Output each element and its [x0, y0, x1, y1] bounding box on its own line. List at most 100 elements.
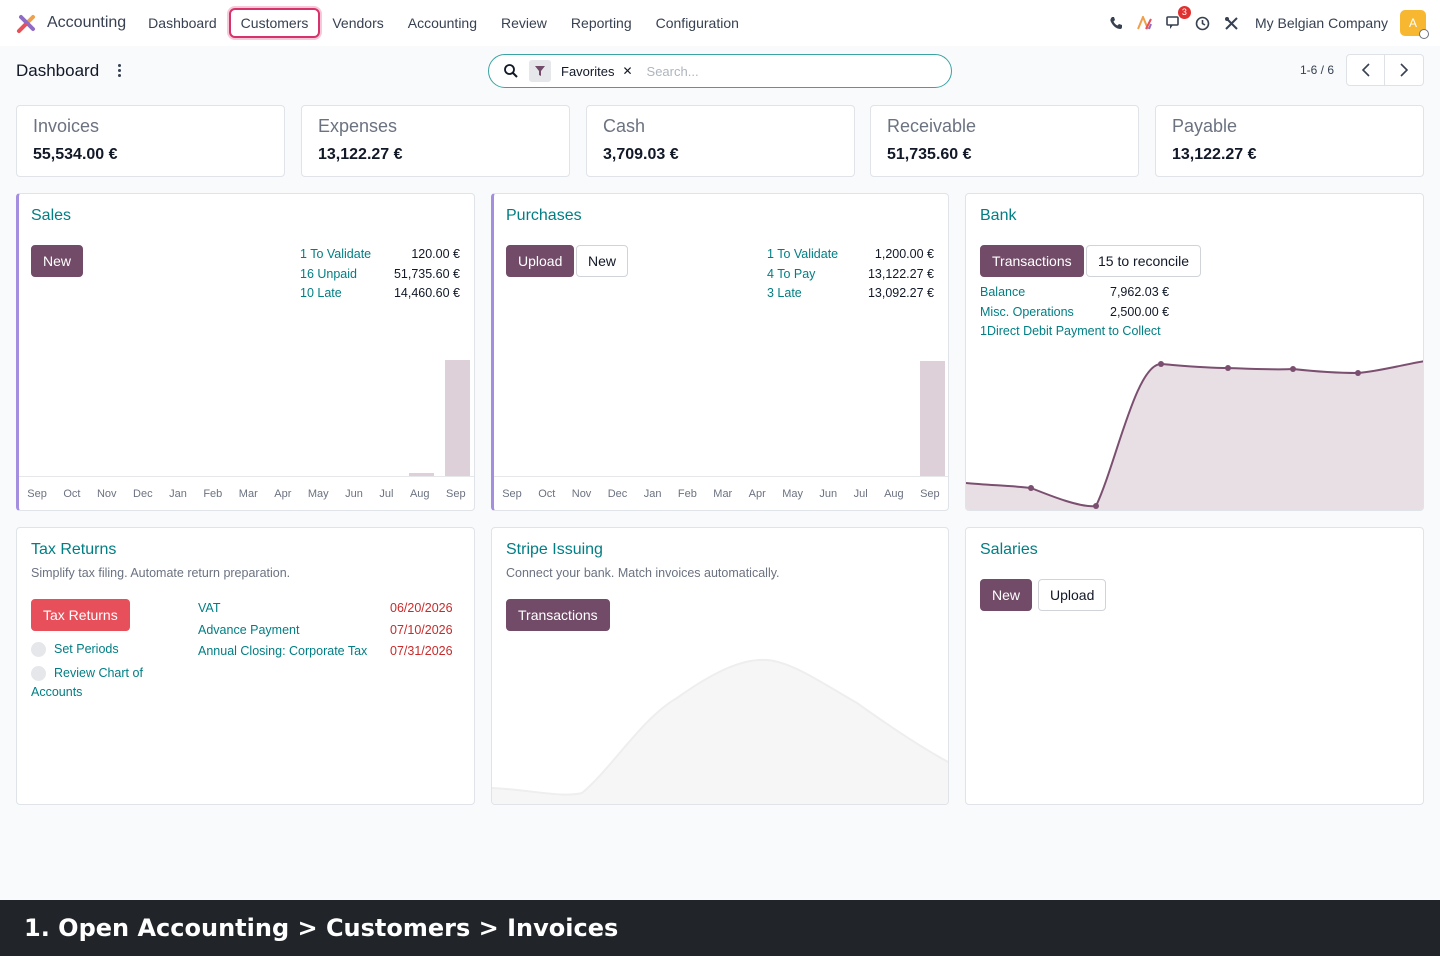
clock-icon[interactable]	[1192, 12, 1214, 34]
set-periods-link[interactable]: Set Periods	[54, 642, 119, 656]
bank-direct-debit-link[interactable]: 1Direct Debit Payment to Collect	[980, 324, 1161, 338]
bank-chart-point[interactable]	[1158, 361, 1164, 367]
purchases-to-pay-link[interactable]: 4 To Pay	[767, 267, 816, 281]
kpi-receivable[interactable]: Receivable 51,735.60 €	[870, 105, 1139, 177]
month-label: Dec	[607, 488, 628, 500]
bank-stat-row: Balance 7,962.03 €	[980, 285, 1169, 299]
salaries-upload-button[interactable]: Upload	[1038, 579, 1107, 611]
menu-accounting[interactable]: Accounting	[407, 15, 478, 31]
sales-to-validate-value: 120.00 €	[411, 247, 460, 261]
bank-chart-point[interactable]	[1355, 370, 1361, 376]
bank-misc-link[interactable]: Misc. Operations	[980, 305, 1074, 319]
month-label: Sep	[920, 488, 940, 500]
purchases-new-button[interactable]: New	[576, 245, 629, 277]
tax-returns-card: Tax Returns Simplify tax filing. Automat…	[16, 527, 475, 805]
kpi-invoices[interactable]: Invoices 55,534.00 €	[16, 105, 285, 177]
purchases-journal-card: Purchases Upload New 1 To Validate 1,200…	[491, 193, 949, 511]
menu-customers[interactable]: Customers	[228, 8, 321, 38]
month-label: Nov	[571, 488, 592, 500]
menu-review[interactable]: Review	[501, 15, 547, 31]
chevron-right-icon	[1400, 63, 1409, 77]
pager-value[interactable]: 1-6 / 6	[1300, 63, 1335, 77]
month-label: Nov	[96, 488, 117, 500]
stripe-subtitle: Connect your bank. Match invoices automa…	[506, 566, 780, 580]
bank-title[interactable]: Bank	[980, 207, 1017, 224]
control-panel: Dashboard Favorites ✕ 1-6 / 6	[0, 46, 1440, 94]
bank-chart-line	[966, 360, 1423, 508]
facet-remove-icon[interactable]: ✕	[622, 64, 633, 78]
search-icon[interactable]	[503, 63, 519, 79]
tax-item-vat[interactable]: VAT	[198, 601, 221, 615]
sales-to-validate-link[interactable]: 1 To Validate	[300, 247, 372, 261]
salaries-new-button[interactable]: New	[980, 579, 1033, 611]
salaries-card: Salaries New Upload	[965, 527, 1424, 805]
search-input[interactable]	[646, 63, 927, 79]
purchases-chart-bar[interactable]	[920, 361, 945, 476]
menu-vendors[interactable]: Vendors	[332, 15, 384, 31]
menu-configuration[interactable]: Configuration	[655, 15, 739, 31]
month-label: Jul	[379, 488, 394, 500]
menu-dashboard[interactable]: Dashboard	[148, 15, 217, 31]
tools-icon[interactable]	[1221, 12, 1243, 34]
stripe-transactions-button[interactable]: Transactions	[506, 599, 610, 631]
pager-previous-button[interactable]	[1346, 54, 1385, 86]
app-brand[interactable]: Accounting	[16, 12, 126, 34]
ai-assistant-icon[interactable]	[1134, 12, 1156, 34]
month-label: May	[782, 488, 803, 500]
search-bar[interactable]: Favorites ✕	[488, 54, 952, 88]
purchases-late-link[interactable]: 3 Late	[767, 286, 802, 300]
purchases-stat-row: 1 To Validate 1,200.00 €	[767, 247, 934, 261]
sales-title[interactable]: Sales	[31, 207, 72, 224]
purchases-to-validate-link[interactable]: 1 To Validate	[767, 247, 839, 261]
tax-item-advance[interactable]: Advance Payment	[198, 623, 300, 637]
kpi-value: 55,534.00 €	[33, 146, 118, 163]
messages-icon[interactable]: 3	[1163, 6, 1191, 34]
stripe-title[interactable]: Stripe Issuing	[506, 541, 603, 558]
sales-chart-bar[interactable]	[445, 360, 470, 476]
bank-chart-point[interactable]	[1028, 485, 1034, 491]
kpi-payable[interactable]: Payable 13,122.27 €	[1155, 105, 1424, 177]
purchases-upload-button[interactable]: Upload	[506, 245, 575, 277]
kpi-label: Cash	[603, 116, 646, 136]
user-avatar[interactable]: A	[1400, 10, 1429, 39]
bank-misc-value: 2,500.00 €	[1110, 305, 1170, 319]
sales-unpaid-link[interactable]: 16 Unpaid	[300, 267, 357, 281]
bank-chart-point[interactable]	[1290, 366, 1296, 372]
tax-subtitle: Simplify tax filing. Automate return pre…	[31, 566, 291, 580]
kebab-menu-icon[interactable]	[112, 60, 126, 80]
filter-icon	[529, 60, 551, 82]
purchases-stat-row: 4 To Pay 13,122.27 €	[767, 267, 934, 281]
review-chart-link-cont[interactable]: Accounts	[31, 685, 83, 699]
sales-late-link[interactable]: 10 Late	[300, 286, 342, 300]
bank-reconcile-button[interactable]: 15 to reconcile	[1086, 245, 1202, 277]
pager-next-button[interactable]	[1385, 54, 1424, 86]
bank-transactions-button[interactable]: Transactions	[980, 245, 1084, 277]
tax-date: 06/20/2026	[390, 601, 453, 615]
review-chart-link[interactable]: Review Chart of	[54, 666, 143, 680]
bank-chart-point[interactable]	[1225, 365, 1231, 371]
stripe-chart-line	[492, 658, 948, 796]
menu-reporting[interactable]: Reporting	[570, 15, 632, 31]
company-switcher[interactable]: My Belgian Company	[1254, 15, 1388, 31]
kpi-label: Receivable	[887, 116, 977, 136]
salaries-title[interactable]: Salaries	[980, 541, 1038, 558]
month-label: May	[307, 488, 329, 500]
sales-chart-bar[interactable]	[409, 473, 434, 476]
tax-item-annual[interactable]: Annual Closing: Corporate Tax	[198, 644, 368, 658]
purchases-title[interactable]: Purchases	[506, 207, 582, 224]
tax-returns-button[interactable]: Tax Returns	[31, 599, 130, 631]
phone-icon[interactable]	[1105, 12, 1127, 34]
bank-chart-point[interactable]	[1093, 503, 1099, 509]
sales-new-button[interactable]: New	[31, 245, 84, 277]
kpi-label: Invoices	[33, 116, 100, 136]
accounting-app-icon	[17, 15, 35, 33]
month-label: Jan	[169, 488, 187, 500]
purchases-to-validate-value: 1,200.00 €	[874, 247, 934, 261]
bank-balance-link[interactable]: Balance	[980, 285, 1026, 299]
kpi-expenses[interactable]: Expenses 13,122.27 €	[301, 105, 570, 177]
tax-title[interactable]: Tax Returns	[31, 541, 117, 558]
sales-stat-row: 16 Unpaid 51,735.60 €	[300, 267, 460, 281]
stripe-issuing-card: Stripe Issuing Connect your bank. Match …	[491, 527, 949, 805]
sales-month-axis: Sep Oct Nov Dec Jan Feb Mar Apr May Jun …	[19, 488, 474, 500]
kpi-cash[interactable]: Cash 3,709.03 €	[586, 105, 855, 177]
